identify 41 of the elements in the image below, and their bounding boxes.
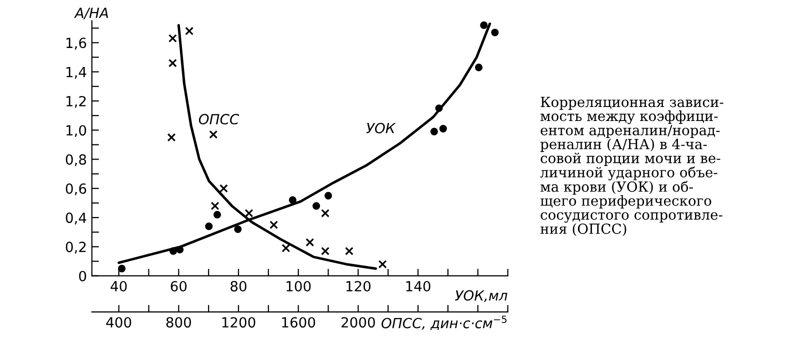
y-tick-label: 0,2: [66, 242, 86, 254]
point: [213, 210, 222, 218]
point: [234, 225, 242, 234]
point: [118, 264, 126, 272]
point: [430, 128, 438, 136]
point: [491, 28, 499, 36]
x2-tick-label: 800: [166, 317, 191, 328]
y-tick-label: 0: [79, 270, 86, 282]
y-tick-label: 1,6: [66, 38, 86, 50]
point: [169, 247, 178, 255]
x-tick-label: 140: [406, 280, 430, 292]
y-tick-label: 1,0: [66, 125, 86, 138]
x-tick-label: 40: [110, 280, 127, 292]
point: [324, 192, 332, 200]
point: [439, 124, 447, 132]
point: [435, 104, 443, 112]
point: [312, 202, 320, 210]
x2-tick-label: 1200: [222, 317, 256, 328]
x-tick-label: 80: [230, 280, 246, 292]
point: [205, 222, 213, 230]
y-tick-label: 0,8: [66, 154, 86, 166]
y-axis-title: А/НА: [74, 8, 108, 20]
y-tick-label: 1,2: [66, 96, 86, 108]
y-tick-label: 1,4: [66, 66, 86, 79]
x-tick-label: 100: [286, 280, 311, 292]
point: [480, 21, 488, 29]
x-axis-title: УОК,мл: [455, 290, 508, 302]
x2-tick-label: 400: [106, 317, 132, 328]
series-label: УОК: [366, 122, 396, 134]
series-label: ОПСС: [198, 114, 240, 124]
point: [474, 64, 483, 72]
x-tick-label: 120: [346, 280, 371, 292]
point: [176, 246, 184, 254]
point: [288, 196, 296, 204]
y-tick-label: 0,4: [66, 212, 86, 224]
x2-axis-title: ОПСС, дин·с·см$^{−5}$: [382, 316, 506, 330]
x2-tick-label: 1600: [282, 317, 316, 328]
text: Корреляционная зависи- мость между коэффици- ентом адреналин/норад- реналин (А/НА) в 4-ча- совой порции мочи и ве- личиной ударного объе- ма крови (УОК) и об- щего периферического сосудистого сопротивле- ния (ОПСС): [540, 96, 724, 236]
y-tick-label: 0,6: [66, 183, 86, 196]
x-tick-label: 60: [170, 280, 187, 292]
x2-tick-label: 2000: [342, 317, 375, 328]
